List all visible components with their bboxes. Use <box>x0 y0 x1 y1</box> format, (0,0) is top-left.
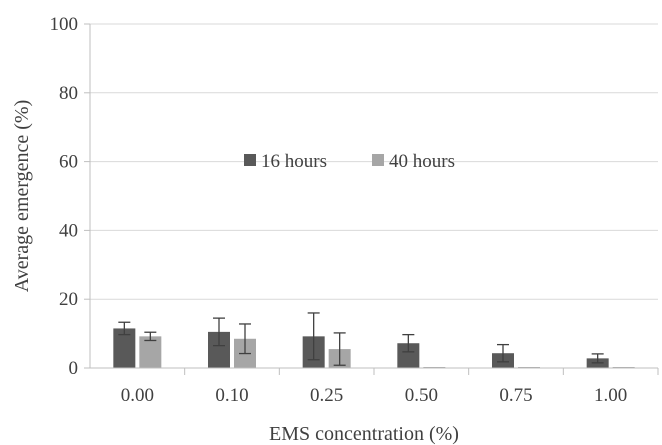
error-bar <box>144 331 157 342</box>
x-tick-label: 1.00 <box>594 385 627 406</box>
error-bar <box>333 332 346 366</box>
y-tick-label: 20 <box>59 289 78 310</box>
x-tick-label: 0.00 <box>121 385 154 406</box>
legend: 16 hours 40 hours <box>244 151 455 172</box>
y-tick-label: 80 <box>59 83 78 104</box>
error-bar <box>591 353 604 364</box>
y-tick-label: 40 <box>59 220 78 241</box>
error-bar <box>118 321 131 336</box>
y-tick-label: 60 <box>59 152 78 173</box>
x-tick-label: 0.25 <box>310 385 343 406</box>
x-tick-label: 0.10 <box>215 385 248 406</box>
y-axis-title: Average emergence (%) <box>11 100 33 292</box>
bar-40-hours-0.00 <box>139 336 162 368</box>
axes <box>89 24 658 369</box>
error-bar <box>239 323 251 355</box>
x-tick-label: 0.50 <box>405 385 438 406</box>
y-tick-label: 0 <box>69 358 79 379</box>
x-tick-label: 0.75 <box>499 385 532 406</box>
tick-labels: 0 20 40 60 80 100 0.00 0.10 0.25 0.50 0.75 1.00 <box>50 14 659 406</box>
legend-item: 16 hours <box>244 151 327 172</box>
bars <box>113 328 635 368</box>
error-bar <box>402 333 415 353</box>
error-bar <box>307 312 320 361</box>
legend-label: 40 hours <box>389 151 455 172</box>
legend-item: 40 hours <box>372 151 455 172</box>
legend-swatch <box>372 154 384 166</box>
bar-16-hours-0.00 <box>113 328 136 368</box>
x-axis-title: EMS concentration (%) <box>269 423 459 445</box>
bar-16-hours-0.50 <box>397 343 420 368</box>
bar-16-hours-0.10 <box>208 331 230 368</box>
legend-label: 16 hours <box>261 151 327 172</box>
legend-swatch <box>244 154 256 166</box>
error-bar <box>497 343 509 363</box>
y-tick-label: 100 <box>50 14 79 35</box>
error-bars <box>118 312 604 366</box>
error-bar <box>213 317 225 347</box>
